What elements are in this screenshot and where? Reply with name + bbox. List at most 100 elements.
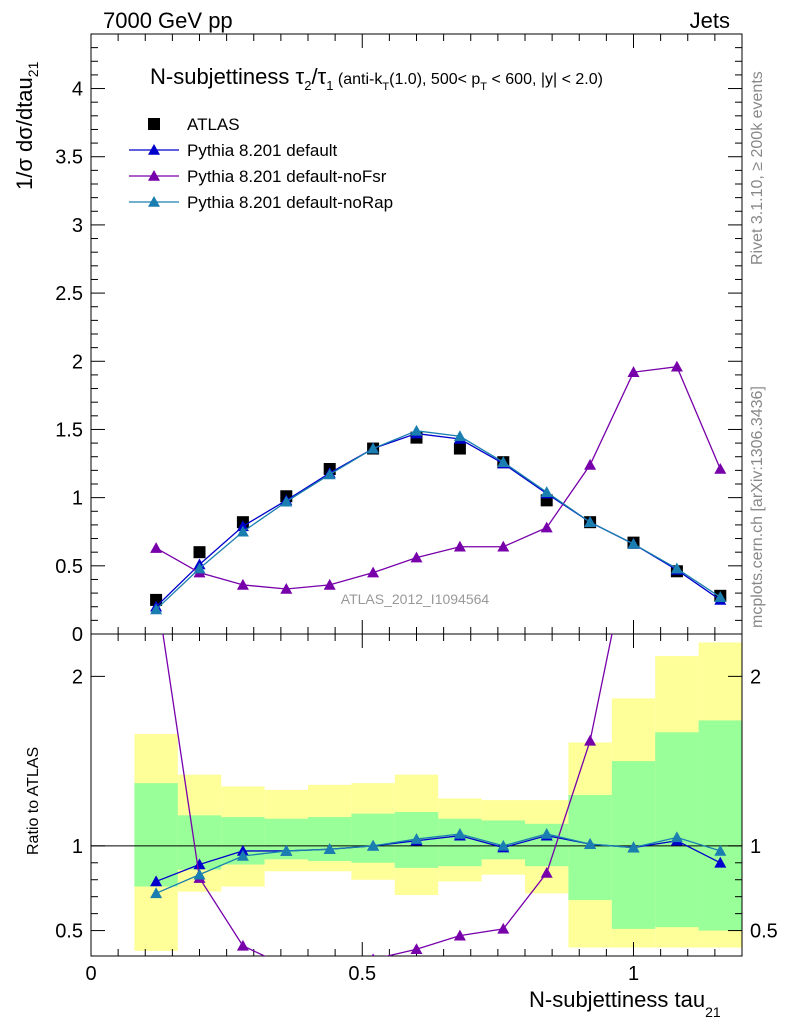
data-point-pythia-8-201-default-norap	[540, 486, 553, 497]
legend-label-atlas: ATLAS	[187, 115, 240, 134]
main-y-axis-label-main: 1/σ dσ/dtau	[12, 77, 37, 190]
data-point-pythia-8-201-default-nofsr	[150, 542, 163, 553]
ratio-uncertainty-bands	[134, 642, 742, 951]
ratio-point-pythia-8-201-default-norap	[584, 838, 597, 849]
main-y-tick-label: 0.5	[55, 556, 83, 578]
data-point-pythia-8-201-default-norap	[670, 562, 683, 574]
main-y-tick-label: 2	[72, 351, 83, 373]
ratio-point-pythia-8-201-default-norap	[497, 839, 510, 851]
title-slash: /τ	[311, 64, 326, 89]
title-main: N-subjettiness τ	[150, 64, 305, 89]
title-cuts-c: < 600, |y| < 2.0)	[487, 71, 603, 88]
data-point-pythia-8-201-default-norap	[280, 495, 293, 507]
data-point-pythia-8-201-default-nofsr	[584, 458, 597, 470]
ratio-x-tick-label: 0	[85, 963, 96, 985]
x-axis-label-sub: 21	[705, 1004, 721, 1020]
legend: ATLAS Pythia 8.201 default Pythia 8.201 de…	[129, 115, 393, 212]
ratio-point-pythia-8-201-default-norap	[714, 844, 727, 856]
ratio-line-pythia-8-201-default-nofsr	[162, 634, 613, 956]
ratio-point-pythia-8-201-default-nofsr	[324, 958, 336, 969]
ratio-point-pythia-8-201-default-nofsr	[236, 939, 249, 951]
data-point-pythia-8-201-default-nofsr	[670, 360, 683, 372]
ratio-point-pythia-8-201-default-norap	[367, 839, 380, 851]
main-y-tick-label: 4	[72, 79, 83, 101]
data-point-pythia-8-201-default	[236, 520, 249, 532]
title-sub1: 2	[304, 78, 311, 93]
ratio-band-green	[698, 720, 742, 931]
data-point-pythia-8-201-default-nofsr	[714, 463, 727, 474]
title-sub2: 1	[326, 78, 333, 93]
analysis-watermark: ATLAS_2012_I1094564	[341, 591, 490, 607]
ratio-y-axis-label: Ratio to ATLAS	[25, 747, 42, 855]
data-point-pythia-8-201-default-nofsr	[280, 583, 293, 594]
data-point-pythia-8-201-default-nofsr	[453, 540, 466, 552]
ratio-y-tick-label-left: 1	[72, 836, 83, 858]
legend-marker-atlas	[148, 118, 160, 130]
main-panel-axes: 0 0.5 1 1.5 2 2.5 3 3.5 4	[55, 33, 743, 646]
series-line-pythia-8-201-default-nofsr	[155, 366, 721, 590]
data-point-pythia-8-201-default-norap	[367, 442, 380, 454]
data-point-pythia-8-201-default-nofsr	[410, 551, 423, 563]
ratio-line-pythia-8-201-default-norap	[155, 833, 721, 894]
legend-marker-pythia-8-201-default-norap	[148, 196, 160, 207]
data-point-pythia-8-201-default-norap	[584, 516, 597, 527]
title-cuts-sub: T	[382, 81, 389, 93]
ratio-y-tick-label-left: 2	[72, 666, 83, 688]
ratio-y-tick-label-right: 1	[750, 836, 761, 858]
data-point-pythia-8-201-default-norap	[150, 603, 163, 615]
ratio-band-green	[351, 813, 395, 863]
ratio-band-green	[308, 817, 352, 862]
legend-label-pythia-8-201-default: Pythia 8.201 default	[187, 141, 338, 160]
series-line-pythia-8-201-default-norap	[155, 430, 721, 610]
ratio-y-tick-label-left: 0.5	[55, 921, 83, 943]
header-energy-label: 7000 GeV pp	[103, 8, 233, 33]
ratio-point-pythia-8-201-default-nofsr	[628, 523, 640, 534]
data-point-pythia-8-201-default-norap	[410, 424, 423, 436]
data-point-pythia-8-201-default-norap	[497, 456, 510, 467]
ratio-point-pythia-8-201-default-norap	[323, 843, 336, 855]
title-cuts-a: (anti-k	[333, 71, 383, 88]
ratio-point-pythia-8-201-default-nofsr	[540, 866, 553, 878]
ratio-point-pythia-8-201-default-norap	[150, 887, 163, 899]
mcplots-label: mcplots.cern.ch [arXiv:1306.3436]	[749, 386, 766, 628]
ratio-point-pythia-8-201-default-norap	[670, 831, 683, 843]
main-y-tick-label: 3	[72, 215, 83, 237]
main-y-tick-label: 1.5	[55, 419, 83, 441]
data-point-pythia-8-201-default-norap	[627, 538, 640, 549]
main-y-tick-label: 3.5	[55, 147, 83, 169]
ratio-point-pythia-8-201-default-norap	[627, 841, 640, 853]
ratio-point-pythia-8-201-default-norap	[410, 833, 423, 844]
ratio-point-pythia-8-201-default-norap	[193, 868, 206, 880]
data-point-pythia-8-201-default-norap	[193, 562, 206, 574]
ratio-point-pythia-8-201-default-nofsr	[671, 287, 683, 298]
title-cuts-sub2: T	[480, 81, 487, 93]
ratio-point-pythia-8-201-default	[150, 875, 163, 887]
main-panel-series	[150, 360, 727, 615]
ratio-point-pythia-8-201-default-nofsr	[584, 734, 597, 746]
ratio-point-pythia-8-201-default-nofsr	[714, 277, 726, 288]
legend-label-pythia-8-201-default-norap: Pythia 8.201 default-noRap	[187, 193, 393, 212]
legend-marker-pythia-8-201-default-nofsr	[148, 170, 160, 181]
data-point-atlas	[453, 442, 466, 455]
x-axis-label-main: N-subjettiness tau	[529, 987, 705, 1012]
ratio-band-green	[655, 732, 699, 928]
ratio-point-pythia-8-201-default-nofsr	[150, 582, 162, 593]
ratio-point-pythia-8-201-default-nofsr	[497, 922, 510, 934]
ratio-x-tick-label: 1	[628, 963, 639, 985]
ratio-point-pythia-8-201-default	[193, 858, 206, 870]
data-point-pythia-8-201-default-nofsr	[627, 366, 640, 377]
ratio-band-green	[438, 818, 482, 867]
ratio-point-pythia-8-201-default	[714, 856, 727, 868]
data-point-pythia-8-201-default-norap	[714, 591, 727, 602]
main-y-tick-label: 0	[72, 624, 83, 646]
main-y-axis-label: 1/σ dσ/dtau21	[12, 61, 41, 190]
title-cuts-b: (1.0), 500< p	[389, 71, 480, 88]
ratio-x-tick-label: 0.5	[348, 963, 376, 985]
rivet-label: Rivet 3.1.10, ≥ 200k events	[749, 71, 766, 265]
ratio-panel-series	[150, 277, 727, 969]
data-point-pythia-8-201-default-norap	[236, 525, 249, 537]
data-point-pythia-8-201-default-nofsr	[323, 578, 336, 590]
plot-title: N-subjettiness τ2/τ1 (anti-kT(1.0), 500<…	[150, 64, 603, 93]
data-point-pythia-8-201-default-nofsr	[367, 566, 380, 578]
